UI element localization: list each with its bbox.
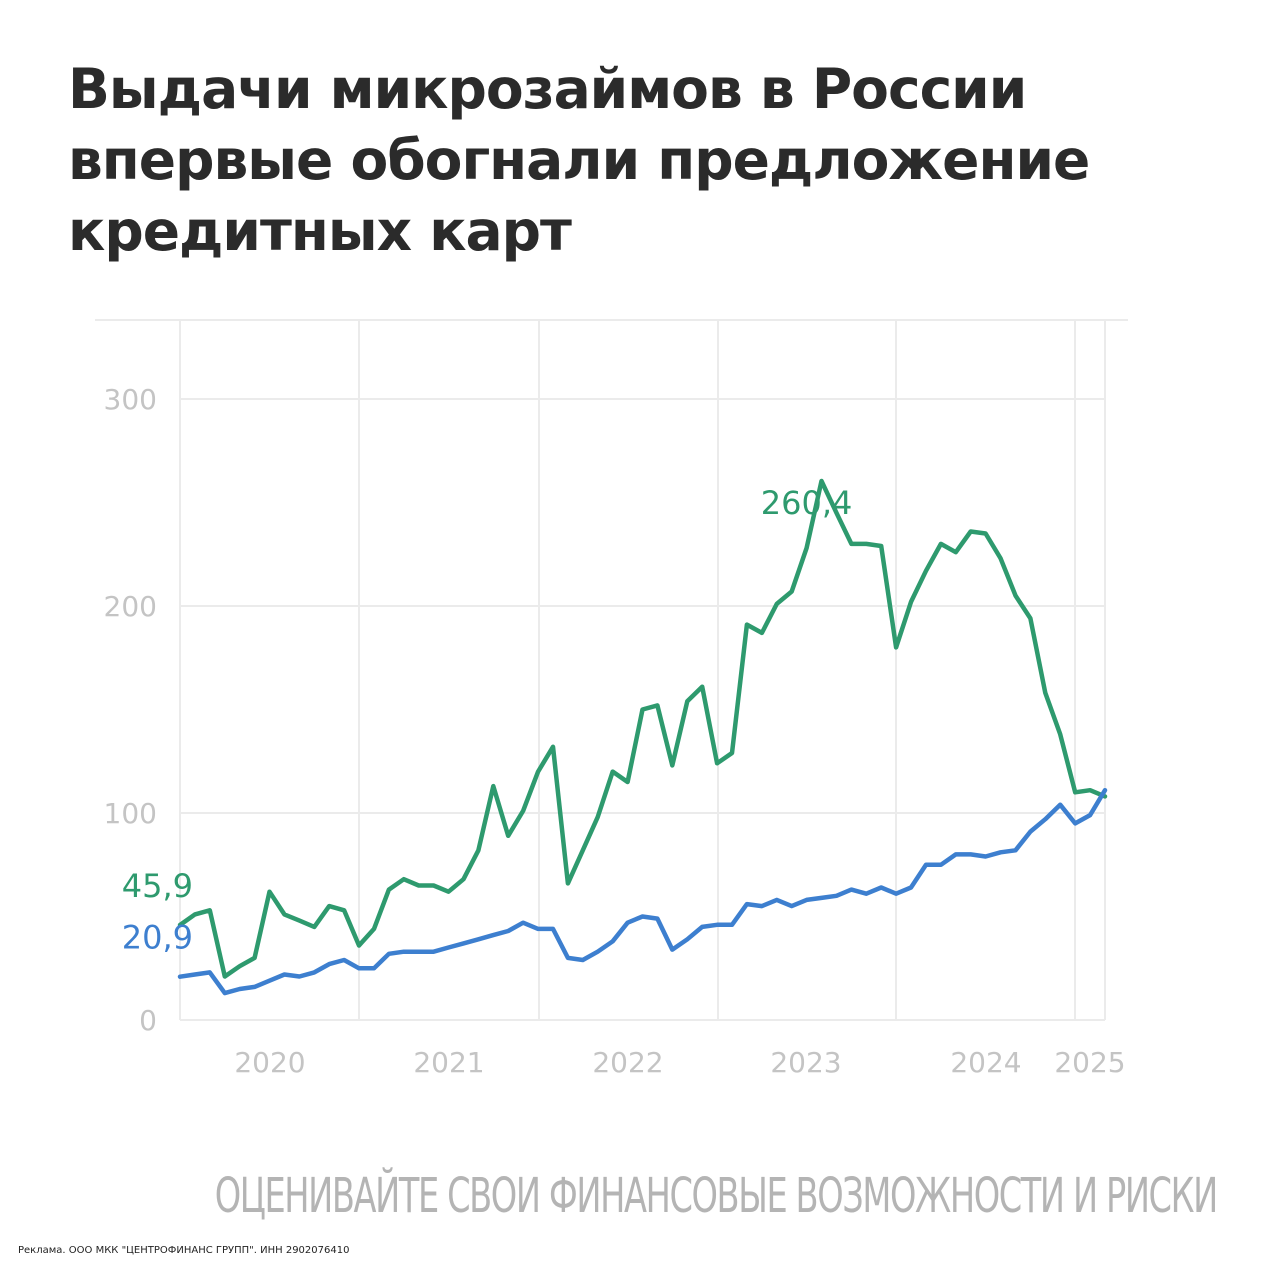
y-axis-ticks: 0 100 200 300: [104, 383, 157, 1037]
series-line-1: [177, 478, 1108, 979]
ad-notice: Реклама. ООО МКК "ЦЕНТРОФИНАНС ГРУПП". И…: [18, 1245, 350, 1256]
data-annotations: 260,4 45,9 20,9: [122, 484, 853, 957]
title-line-1: Выдачи микрозаймов в России: [68, 57, 1027, 121]
data-label: 20,9: [122, 919, 193, 957]
x-tick-label: 2021: [413, 1046, 484, 1079]
y-tick-label: 200: [104, 590, 157, 623]
chart-title: Выдачи микрозаймов в России впервые обог…: [68, 54, 1218, 267]
x-tick-label: 2025: [1054, 1046, 1125, 1079]
data-label: 45,9: [122, 867, 193, 905]
risk-disclaimer: ОЦЕНИВАЙТЕ СВОИ ФИНАНСОВЫЕ ВОЗМОЖНОСТИ И…: [0, 1168, 1280, 1224]
grid-lines: [95, 319, 1128, 1021]
x-axis-ticks: 2020 2021 2022 2023 2024 2025: [234, 1046, 1125, 1079]
data-label: 260,4: [761, 484, 853, 522]
series-lines: [177, 478, 1108, 996]
risk-disclaimer-text: ОЦЕНИВАЙТЕ СВОИ ФИНАНСОВЫЕ ВОЗМОЖНОСТИ И…: [214, 1168, 1218, 1224]
title-line-3: кредитных карт: [68, 199, 572, 263]
x-tick-label: 2022: [592, 1046, 663, 1079]
y-tick-label: 100: [104, 797, 157, 830]
title-line-2: впервые обогнали предложение: [68, 128, 1090, 192]
series-line-2: [177, 787, 1108, 996]
x-tick-label: 2023: [770, 1046, 841, 1079]
x-tick-label: 2020: [234, 1046, 305, 1079]
x-tick-label: 2024: [950, 1046, 1021, 1079]
y-tick-label: 0: [139, 1004, 157, 1037]
y-tick-label: 300: [104, 383, 157, 416]
